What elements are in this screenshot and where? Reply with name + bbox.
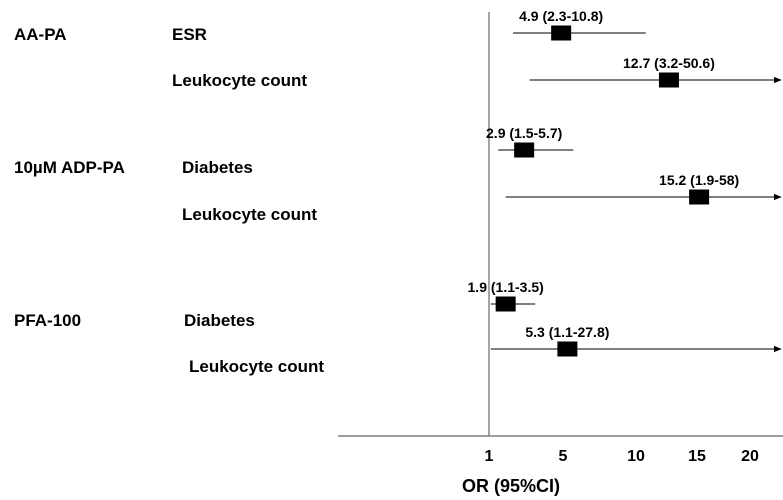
group-label-aa-pa: AA-PA xyxy=(14,25,67,44)
point-estimate-marker xyxy=(514,142,535,158)
x-axis-title: OR (95%CI) xyxy=(462,476,560,496)
x-tick-label: 15 xyxy=(688,448,706,465)
point-estimate-marker xyxy=(658,72,679,88)
x-tick-label: 5 xyxy=(559,448,568,465)
estimate-label: 2.9 (1.5-5.7) xyxy=(486,125,562,141)
point-estimate-marker xyxy=(557,341,578,357)
x-tick-label: 20 xyxy=(741,448,759,465)
variable-label-adp-pa-leukocyte: Leukocyte count xyxy=(182,205,317,224)
variable-label-aa-pa-esr: ESR xyxy=(172,25,207,44)
group-label-pfa-100: PFA-100 xyxy=(14,311,81,330)
variable-label-pfa-100-diabetes: Diabetes xyxy=(184,311,255,330)
point-estimate-marker xyxy=(689,189,710,205)
estimate-label: 5.3 (1.1-27.8) xyxy=(525,324,609,340)
estimate-label: 1.9 (1.1-3.5) xyxy=(468,279,544,295)
x-tick-label: 1 xyxy=(485,448,494,465)
estimate-label: 4.9 (2.3-10.8) xyxy=(519,8,603,24)
x-tick-label: 10 xyxy=(627,448,645,465)
point-estimate-marker xyxy=(551,25,572,41)
forest-rows: 4.9 (2.3-10.8) 12.7 (3.2-50.6) 2.9 (1.5-5.… xyxy=(468,8,782,357)
variable-label-aa-pa-leukocyte: Leukocyte count xyxy=(172,71,307,90)
estimate-label: 15.2 (1.9-58) xyxy=(659,172,739,188)
group-label-adp-pa: 10µM ADP-PA xyxy=(14,158,125,177)
estimate-label: 12.7 (3.2-50.6) xyxy=(623,55,715,71)
variable-label-adp-pa-diabetes: Diabetes xyxy=(182,158,253,177)
point-estimate-marker xyxy=(495,296,516,312)
variable-label-pfa-100-leukocyte: Leukocyte count xyxy=(189,357,324,376)
